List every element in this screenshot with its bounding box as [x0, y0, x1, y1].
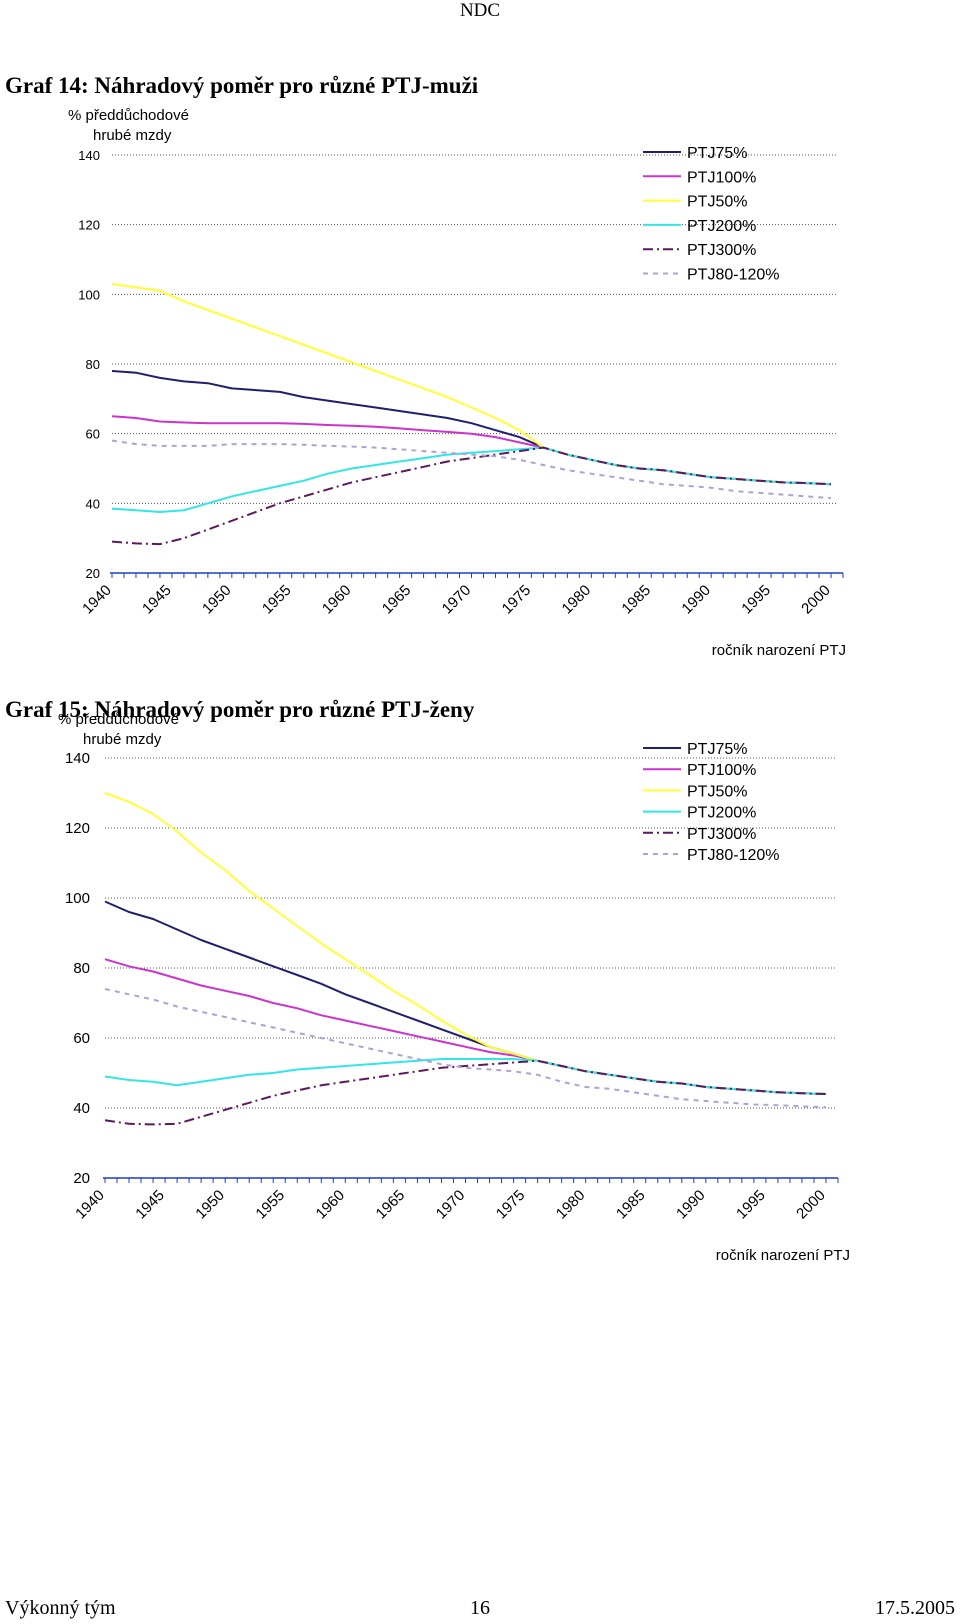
y-axis-label: % předdůchodové	[68, 107, 189, 124]
legend-label: PTJ200%	[687, 805, 756, 822]
y-tick-label: 80	[86, 357, 100, 372]
legend-label: PTJ100%	[687, 169, 756, 186]
x-tick-label: 1990	[673, 1187, 709, 1223]
x-tick-label: 1945	[139, 582, 175, 618]
y-tick-label: 120	[65, 820, 90, 837]
x-tick-label: 1960	[313, 1187, 349, 1223]
x-tick-label: 2000	[798, 582, 834, 618]
chart-1-title: Graf 14: Náhradový poměr pro různé PTJ-m…	[5, 73, 479, 98]
y-tick-label: 80	[73, 960, 90, 977]
series-line-ptj100-	[111, 415, 832, 486]
x-tick-label: 1975	[499, 582, 535, 618]
x-tick-label: 1965	[373, 1187, 409, 1223]
y-axis-label: hrubé mzdy	[93, 127, 172, 144]
x-tick-label: 1990	[678, 582, 714, 618]
y-axis-label: hrubé mzdy	[83, 731, 162, 748]
x-tick-label: 1940	[72, 1187, 108, 1223]
y-axis-label: % předdůchodové	[58, 711, 179, 728]
x-tick-label: 1950	[192, 1187, 228, 1223]
x-tick-label: 1970	[433, 1187, 469, 1223]
y-tick-label: 120	[78, 218, 100, 233]
chart-2: % předdůchodové hrubé mzdy 20 40 60 80 100 120 1…	[58, 711, 850, 1264]
series-line-ptj200-	[111, 446, 832, 513]
y-tick-label: 40	[73, 1100, 90, 1117]
legend-label: PTJ75%	[687, 741, 747, 758]
x-tick-label: 1985	[613, 1187, 649, 1223]
y-tick-label: 60	[86, 427, 100, 442]
chart-2-title: Graf 15: Náhradový poměr pro různé PTJ-ž…	[5, 697, 475, 722]
series-line-ptj80-120-	[104, 988, 827, 1109]
x-tick-label: 1955	[252, 1187, 288, 1223]
x-tick-label: 1955	[259, 582, 295, 618]
y-tick-label: 140	[78, 148, 100, 163]
legend-label: PTJ300%	[687, 242, 756, 259]
x-tick-label: 1950	[199, 582, 235, 618]
y-tick-label: 40	[86, 496, 100, 511]
x-tick-label: 1960	[319, 582, 355, 618]
x-tick-label: 1980	[553, 1187, 589, 1223]
x-tick-label: 1945	[132, 1187, 168, 1223]
legend-label: PTJ75%	[687, 145, 747, 162]
footer-page-number: 16	[470, 1597, 490, 1619]
legend-label: PTJ80-120%	[687, 847, 780, 864]
series-line-ptj300-	[104, 1059, 827, 1126]
legend-label: PTJ200%	[687, 218, 756, 235]
chart-1: % předdůchodové hrubé mzdy 20 40 60 80 100 120 1…	[68, 107, 846, 659]
footer-team: Výkonný tým	[5, 1597, 116, 1619]
x-tick-label: 1995	[733, 1187, 769, 1223]
footer-date: 17.5.2005	[875, 1597, 955, 1619]
series-line-ptj80-120-	[111, 439, 832, 500]
y-tick-label: 20	[73, 1170, 90, 1187]
legend-label: PTJ100%	[687, 762, 756, 779]
y-tick-label: 140	[65, 750, 90, 767]
x-tick-label: 1965	[379, 582, 415, 618]
page-header: NDC	[459, 0, 501, 21]
series-line-ptj100-	[104, 958, 827, 1095]
y-tick-label: 60	[73, 1030, 90, 1047]
x-tick-label: 1975	[493, 1187, 529, 1223]
x-axis-label: ročník narození PTJ	[716, 1247, 850, 1264]
x-axis-label: ročník narození PTJ	[712, 642, 846, 659]
y-tick-label: 20	[86, 566, 100, 581]
x-tick-label: 1940	[79, 582, 115, 618]
legend-label: PTJ300%	[687, 826, 756, 843]
x-tick-label: 1980	[559, 582, 595, 618]
x-tick-label: 1970	[439, 582, 475, 618]
x-tick-label: 2000	[793, 1187, 829, 1223]
y-tick-label: 100	[65, 890, 90, 907]
x-tick-label: 1995	[738, 582, 774, 618]
legend-label: PTJ50%	[687, 783, 747, 800]
series-line-ptj75-	[111, 370, 832, 486]
y-tick-label: 100	[78, 287, 100, 302]
legend-label: PTJ80-120%	[687, 267, 780, 284]
x-tick-label: 1985	[618, 582, 654, 618]
series-line-ptj300-	[111, 446, 832, 546]
legend-label: PTJ50%	[687, 194, 747, 211]
